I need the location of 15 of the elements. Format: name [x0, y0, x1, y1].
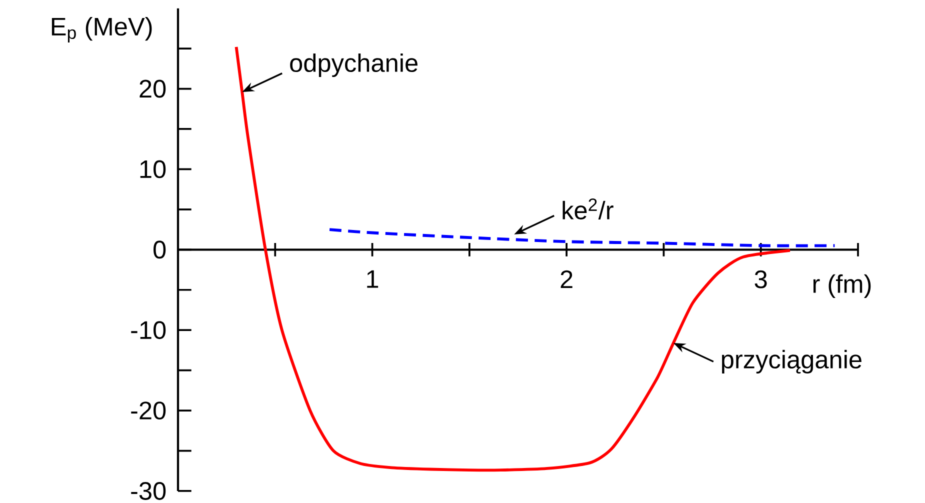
y-tick-label: 10 [140, 160, 166, 178]
x-tick-label: 1 [367, 270, 378, 288]
x-tick-label: 2 [560, 270, 572, 288]
y-tick-label: -20 [131, 402, 166, 420]
annotation: ke$^{2}$/r [562, 198, 614, 220]
y-axis-title: E$_{p}$ (MeV) [52, 17, 152, 43]
line-series [328, 228, 836, 248]
x-tick-label: 3 [754, 270, 767, 288]
y-tick-label: -30 [131, 482, 166, 500]
y-tick-label: -10 [131, 321, 166, 340]
y-tick-label: 20 [140, 80, 166, 98]
annotation: odpychanie [290, 53, 418, 78]
y-tick-label: 0 [154, 240, 166, 259]
x-axis-title: r (fm) [813, 274, 871, 298]
annotation: przyciąganie [722, 350, 862, 374]
